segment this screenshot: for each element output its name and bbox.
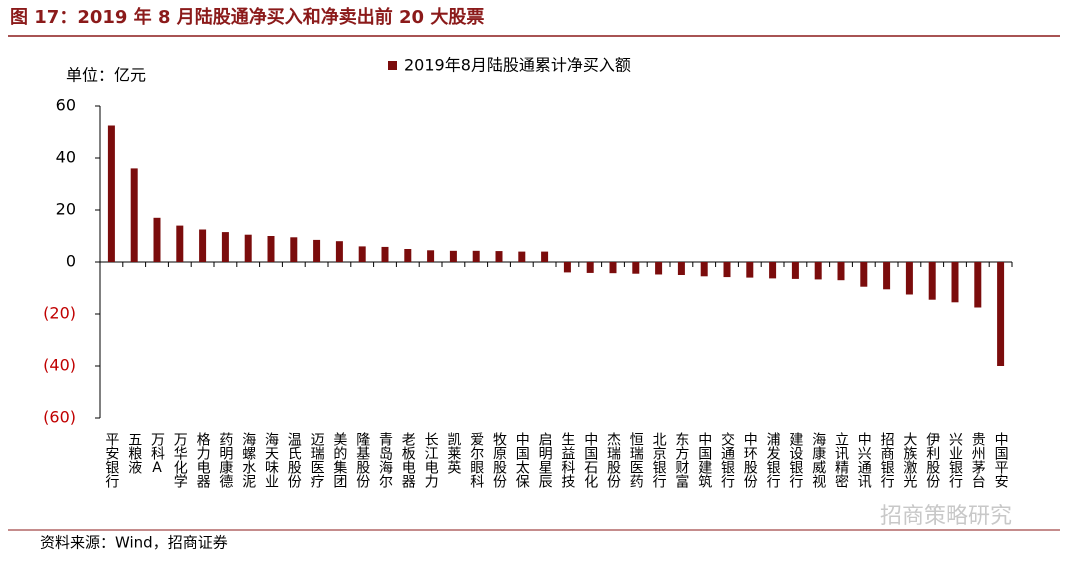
x-tick-label: 美的集团: [331, 432, 347, 488]
x-tick-label: 五粮液: [126, 432, 142, 474]
bar: [586, 262, 594, 273]
y-tick-label: 0: [66, 252, 76, 271]
unit-label: 单位：亿元: [66, 66, 146, 85]
bar: [153, 217, 161, 262]
x-tick-label: 东方财富: [673, 432, 689, 488]
bar: [290, 237, 298, 262]
x-tick-label: 平安银行: [103, 432, 119, 489]
bar: [860, 262, 868, 287]
bar: [358, 246, 366, 262]
bar: [997, 262, 1005, 366]
bar: [883, 262, 891, 290]
x-tick-label: 兴业银行: [947, 432, 963, 489]
x-tick-label: 牧原股份: [491, 432, 507, 489]
x-tick-label: 中环股份: [742, 432, 758, 489]
x-tick-label: 中国建筑: [696, 432, 712, 489]
x-tick-label: 伊利股份: [924, 432, 940, 489]
bar: [130, 168, 138, 262]
bar: [700, 262, 708, 277]
bar: [905, 262, 913, 295]
x-tick-label: 中兴通讯: [856, 432, 872, 489]
bar: [221, 232, 229, 262]
bar: [746, 262, 754, 278]
bar: [313, 239, 321, 262]
x-tick-label: 中国平安: [993, 432, 1009, 488]
bar: [472, 250, 480, 262]
bar: [199, 229, 207, 262]
bar: [518, 251, 526, 262]
x-tick-label: 凯莱英: [445, 432, 461, 474]
x-tick-label: 浦发银行: [765, 432, 781, 489]
x-tick-label: 中国石化: [582, 432, 598, 489]
y-tick-label: (20): [43, 304, 76, 323]
chart-title: 图 17：2019 年 8 月陆股通净买入和净卖出前 20 大股票: [10, 6, 484, 28]
x-tick-label: 老板电器: [400, 432, 416, 488]
bar: [427, 250, 435, 262]
bar: [769, 262, 777, 279]
bar: [951, 262, 959, 303]
bar: [541, 251, 549, 262]
x-tick-label: 迈瑞医疗: [309, 432, 325, 488]
y-tick-label: (60): [43, 408, 76, 427]
x-tick-label: 长江电力: [423, 432, 439, 489]
x-tick-label: 万科A: [149, 432, 165, 476]
x-tick-label: 海康威视: [810, 432, 826, 489]
x-tick-label: 海天味业: [263, 432, 279, 488]
x-tick-label: 青岛海尔: [377, 432, 393, 488]
x-tick-label: 格力电器: [195, 432, 211, 488]
bar: [974, 262, 982, 308]
x-tick-label: 贵州茅台: [970, 432, 986, 488]
watermark: 招商策略研究: [880, 504, 1012, 529]
x-tick-label: 杰瑞股份: [605, 432, 621, 489]
bar: [107, 125, 115, 262]
x-tick-label: 建设银行: [787, 432, 803, 489]
bar: [632, 262, 640, 274]
bar: [404, 249, 412, 262]
x-tick-label: 交通银行: [719, 431, 735, 489]
x-tick-label: 爱尔眼科: [468, 432, 484, 488]
y-tick-label: 60: [56, 96, 76, 115]
x-tick-label: 海螺水泥: [240, 432, 256, 489]
x-tick-label: 大族激光: [901, 432, 917, 489]
bar: [335, 241, 343, 262]
x-tick-label: 药明康德: [217, 432, 233, 488]
bar: [495, 251, 503, 262]
x-tick-label: 万华化学: [172, 432, 188, 488]
x-tick-label: 启明星辰: [537, 432, 553, 488]
y-tick-label: (40): [43, 356, 76, 375]
bar: [381, 246, 389, 262]
bar: [791, 262, 799, 279]
x-tick-label: 立讯精密: [833, 432, 849, 488]
bar: [677, 262, 685, 275]
legend-label: 2019年8月陆股通累计净买入额: [404, 56, 631, 75]
x-tick-label: 北京银行: [651, 432, 667, 489]
x-tick-label: 温氏股份: [286, 432, 302, 489]
bar: [655, 262, 663, 275]
bar: [176, 225, 184, 262]
x-tick-label: 生益科技: [559, 432, 575, 489]
bar: [609, 262, 617, 274]
x-tick-label: 招商银行: [879, 432, 895, 489]
legend-swatch: [388, 61, 397, 70]
source: 资料来源：Wind，招商证券: [40, 534, 228, 552]
bar: [837, 262, 845, 281]
x-tick-label: 中国太保: [514, 432, 530, 488]
y-tick-label: 40: [56, 148, 76, 167]
x-tick-label: 恒瑞医药: [628, 432, 644, 488]
bar: [723, 262, 731, 278]
bar: [928, 262, 936, 300]
bar: [563, 262, 571, 273]
bar: [267, 236, 275, 262]
bar: [814, 262, 822, 280]
bar: [449, 250, 457, 262]
bar: [244, 234, 252, 262]
x-tick-label: 隆基股份: [354, 432, 370, 489]
y-tick-label: 20: [56, 200, 76, 219]
